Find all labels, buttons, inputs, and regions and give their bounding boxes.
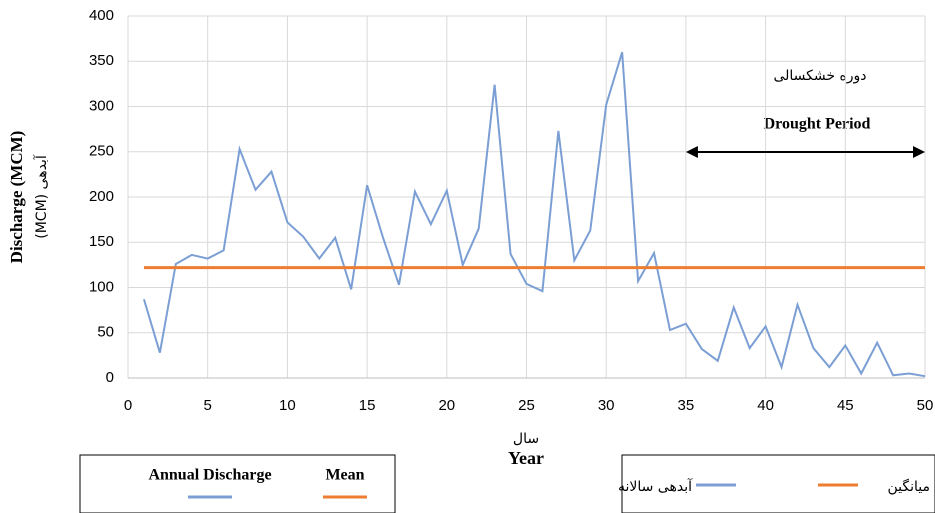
legend-label: Mean [325,467,364,484]
y-tick-label: 250 [89,143,114,160]
y-tick-label: 150 [89,233,114,250]
x-tick-label: 40 [757,397,774,414]
x-tick-label: 0 [124,397,132,414]
y-tick-label: 200 [89,188,114,205]
y-tick-label: 50 [97,324,114,341]
legend-label: Annual Discharge [148,467,271,484]
x-axis-label-fa: سال [513,431,539,447]
legend-label: آبدهی سالانه [618,478,693,495]
arrow-head [913,146,925,158]
x-tick-label: 20 [438,397,455,414]
legend-box-en [79,454,396,513]
x-tick-label: 45 [837,397,854,414]
x-tick-label: 50 [917,397,934,414]
y-axis-label-fa: (MCM) آبدهی [33,154,50,239]
x-axis-label: Year [508,448,544,468]
y-axis-label: Discharge (MCM) [7,131,26,264]
legend-label: میانگین [888,478,931,495]
x-tick-label: 5 [204,397,212,414]
y-tick-label: 0 [106,369,114,386]
x-tick-label: 30 [598,397,615,414]
x-tick-label: 25 [518,397,535,414]
y-tick-label: 100 [89,278,114,295]
y-tick-label: 300 [89,97,114,114]
y-tick-label: 350 [89,52,114,69]
x-tick-label: 15 [359,397,376,414]
x-tick-label: 35 [678,397,695,414]
line-series [142,51,926,378]
y-tick-label: 400 [89,7,114,24]
drought-label-fa: دوره خشکسالی [773,68,866,84]
drought-label: Drought Period [764,116,871,133]
x-tick-label: 10 [279,397,296,414]
arrow-head [685,146,698,158]
legend-box-fa [621,454,935,513]
